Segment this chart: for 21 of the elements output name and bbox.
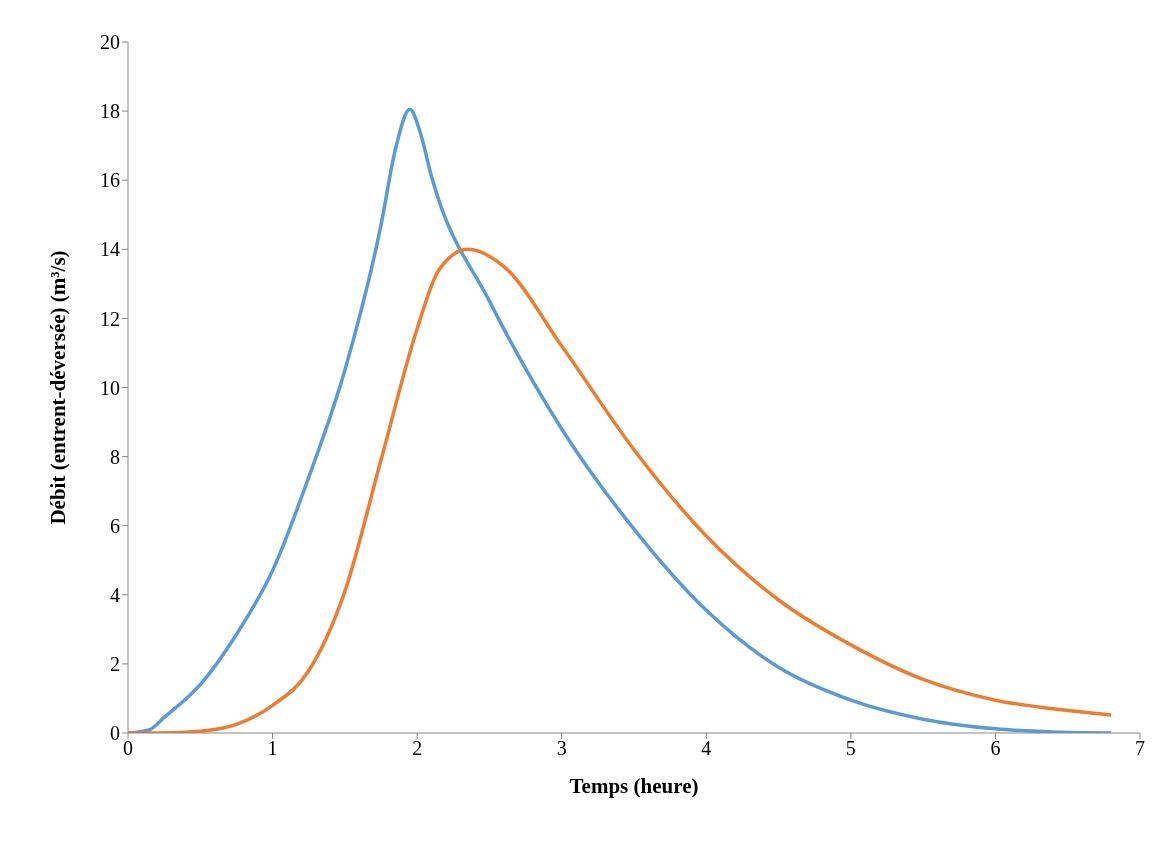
y-axis-title: Débit (entrent-déversée) (m³/s) <box>46 250 71 525</box>
y-tick-label: 2 <box>110 653 120 675</box>
x-tick-label: 4 <box>701 737 712 760</box>
y-tick-label: 10 <box>100 376 120 399</box>
y-tick-label: 20 <box>100 31 120 54</box>
y-tick-label: 18 <box>100 100 120 123</box>
x-tick-label: 7 <box>1135 737 1145 760</box>
x-tick-label: 5 <box>845 737 856 760</box>
x-tick-label: 2 <box>412 737 423 760</box>
x-tick-label: 6 <box>990 737 1001 760</box>
y-tick-label: 16 <box>100 169 120 192</box>
y-tick-label: 0 <box>110 722 120 745</box>
y-tick-label: 6 <box>110 514 120 537</box>
y-tick-label: 8 <box>110 445 120 468</box>
x-tick-label: 3 <box>556 737 567 760</box>
y-tick-label: 4 <box>110 583 120 606</box>
x-tick-label: 1 <box>267 737 278 760</box>
x-axis-title: Temps (heure) <box>569 774 699 798</box>
y-tick-label: 12 <box>100 307 120 330</box>
y-tick-label: 14 <box>100 238 120 261</box>
line-series <box>128 247 1113 733</box>
